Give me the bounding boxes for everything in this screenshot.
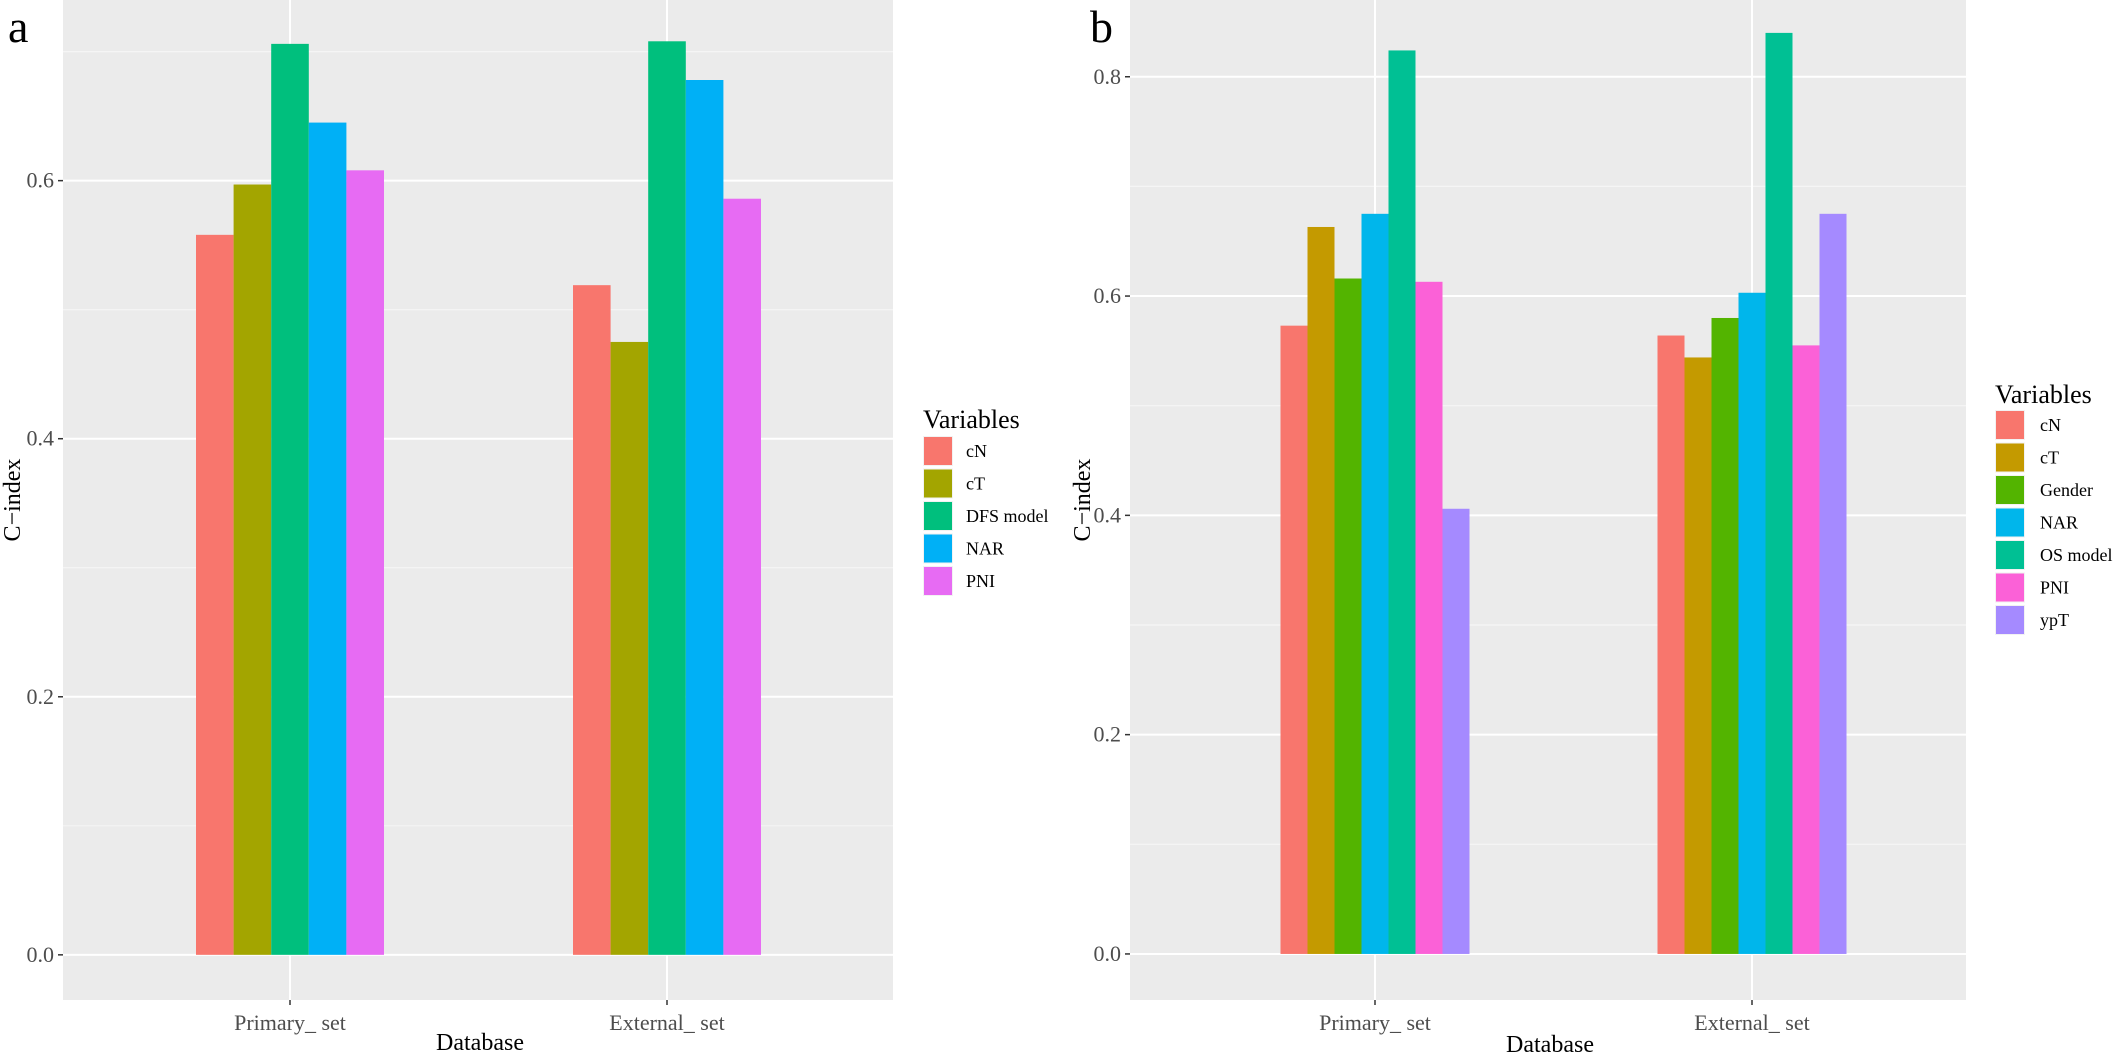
- legend-label: cN: [2040, 415, 2061, 435]
- legend-title: Variables: [1995, 380, 2092, 409]
- legend-label: cN: [966, 441, 987, 461]
- legend-label: PNI: [966, 571, 995, 591]
- y-tick-label: 0.6: [1094, 283, 1122, 308]
- x-axis-title: Database: [1506, 1032, 1594, 1058]
- bar: [233, 184, 272, 955]
- y-axis-title: C−index: [0, 459, 26, 542]
- legend-label: OS model: [2040, 545, 2113, 565]
- bar: [1711, 317, 1739, 954]
- y-tick-label: 0.2: [27, 684, 55, 709]
- bar: [1819, 213, 1847, 954]
- x-axis-title: Database: [436, 1030, 524, 1056]
- legend-key: [1996, 443, 2024, 472]
- bar: [1388, 50, 1416, 954]
- legend: Variables cN cT DFS model NAR PNI: [923, 405, 1049, 596]
- bar: [1334, 278, 1362, 954]
- bar: [1684, 357, 1712, 954]
- legend-key: [924, 502, 952, 530]
- y-tick-label: 0.4: [1094, 502, 1122, 527]
- bar: [573, 285, 611, 955]
- legend-label: Gender: [2040, 480, 2093, 500]
- legend-label: DFS model: [966, 506, 1049, 526]
- bar: [1792, 345, 1820, 954]
- y-tick-label: 0.6: [27, 168, 55, 193]
- y-tick-label: 0.4: [27, 426, 55, 451]
- bar: [723, 198, 761, 955]
- legend-key: [1996, 476, 2024, 504]
- bar: [1415, 281, 1443, 954]
- y-tick-label: 0.2: [1094, 722, 1122, 747]
- bar: [685, 80, 724, 955]
- bar: [1738, 292, 1766, 954]
- legend-key: [924, 437, 952, 465]
- y-axis-title: C−index: [1070, 459, 1096, 542]
- legend-key: [924, 534, 952, 563]
- x-tick-label: Primary_ set: [1319, 1010, 1431, 1035]
- bar: [346, 170, 384, 955]
- y-tick-label: 0.0: [1094, 941, 1122, 966]
- x-tick-label: External_ set: [609, 1010, 724, 1035]
- legend-label: cT: [966, 474, 985, 494]
- bar: [648, 41, 686, 955]
- legend-key: [1996, 573, 2024, 602]
- chart-panel-b: 0.0 0.2 0.4 0.6 0.8 Primary_ set External_ set…: [1070, 0, 2113, 1058]
- legend-label: ypT: [2040, 610, 2069, 630]
- legend-key: [1996, 411, 2024, 439]
- legend-label: cT: [2040, 448, 2059, 468]
- bar: [1361, 213, 1389, 954]
- bar: [1307, 226, 1335, 954]
- bar: [1765, 32, 1793, 954]
- bar: [308, 122, 347, 955]
- legend-label: NAR: [966, 539, 1004, 559]
- legend-key: [924, 567, 952, 595]
- x-tick-label: Primary_ set: [234, 1010, 346, 1035]
- legend-label: PNI: [2040, 578, 2069, 598]
- bar: [1442, 508, 1470, 954]
- bar: [271, 43, 309, 955]
- y-tick-label: 0.0: [27, 942, 55, 967]
- legend-key: [1996, 508, 2024, 537]
- y-tick-label: 0.8: [1094, 64, 1122, 89]
- bar: [1657, 335, 1685, 954]
- legend-title: Variables: [923, 405, 1020, 434]
- x-tick-label: External_ set: [1694, 1010, 1809, 1035]
- plot-background: [63, 0, 893, 1000]
- bar: [610, 341, 649, 955]
- panel-label: b: [1090, 1, 1113, 52]
- bar: [1280, 325, 1308, 954]
- legend-key: [1996, 606, 2024, 634]
- legend: Variables cN cT Gender NAR OS model PNI ypT: [1995, 380, 2113, 635]
- legend-label: NAR: [2040, 513, 2078, 533]
- legend-key: [1996, 541, 2024, 569]
- panel-label: a: [8, 1, 28, 52]
- chart-panel-a: 0.0 0.2 0.4 0.6 Primary_ set External_ set C−i…: [0, 0, 1049, 1056]
- bar: [196, 234, 234, 955]
- legend-key: [924, 469, 952, 498]
